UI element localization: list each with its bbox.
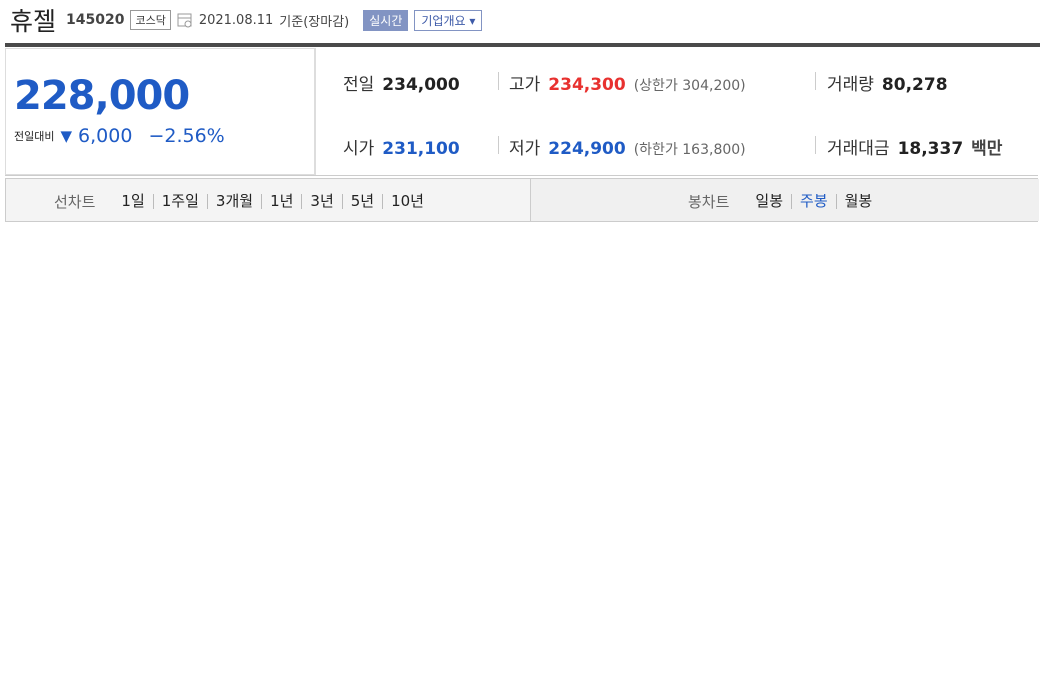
stat: 시가 231,100 (343, 134, 460, 159)
stat: 전일 234,000 (343, 70, 460, 95)
separator (315, 48, 316, 175)
separator (498, 136, 499, 154)
company-label[interactable]: 기업개요 (421, 13, 466, 28)
candle-tab-panel (530, 179, 1039, 221)
tab[interactable]: 주봉 (791, 194, 836, 209)
divider (5, 43, 1040, 47)
change-pct: −2.56% (148, 125, 225, 147)
stat-label: 고가 (509, 75, 541, 95)
header: 휴젤 145020 코스닥 116,301146,954177,608208,2… (10, 4, 483, 36)
date: 2021.08.11 (198, 12, 274, 28)
tab[interactable]: 3년 (301, 194, 341, 209)
price-box: 228,000 전일대비 ▼ 6,000 −2.56% (5, 48, 315, 175)
stat-label: 저가 (509, 139, 541, 159)
change: 6,000 (78, 125, 133, 147)
calendar-icon: 116,301146,954177,608208,262238,916269,5… (177, 13, 192, 28)
stat-value: 231,100 (382, 139, 460, 159)
stock-code: 145020 (66, 12, 125, 28)
stat: 저가 224,900 (하한가 163,800) (509, 134, 746, 159)
stat-note: (하한가 163,800) (633, 142, 746, 158)
tab[interactable]: 1주일 (152, 194, 207, 209)
stat: 고가 234,300 (상한가 304,200) (509, 70, 746, 95)
separator (815, 136, 816, 154)
tab[interactable]: 3개월 (206, 194, 261, 209)
change-label: 전일대비 (14, 130, 55, 143)
tab[interactable]: 1년 (261, 194, 301, 209)
candle-tabs: 봉차트 일봉 주봉 월봉 (688, 191, 880, 212)
realtime-button[interactable]: 실시간 (363, 9, 409, 31)
stat-value: 80,278 (881, 75, 948, 95)
stat-note: (상한가 304,200) (633, 78, 746, 94)
tab[interactable]: 일봉 (755, 192, 784, 210)
stat: 거래대금 18,337 백만 (827, 134, 1002, 159)
stat-value: 18,337 (897, 139, 964, 159)
separator (498, 72, 499, 90)
stat-unit: 백만 (971, 139, 1003, 159)
tab-heading: 선차트 (54, 193, 96, 211)
tab[interactable]: 1일 (121, 192, 145, 210)
date-basis: 기준(장마감) (279, 14, 350, 30)
stat-value: 224,900 (548, 139, 626, 159)
change-row: 전일대비 ▼ 6,000 −2.56% (14, 125, 225, 147)
quote-panel: 228,000 전일대비 ▼ 6,000 −2.56% 전일 234,000 고가… (5, 48, 1038, 176)
tab[interactable]: 월봉 (835, 194, 881, 209)
separator (815, 72, 816, 90)
tab[interactable]: 10년 (382, 194, 432, 209)
stat-value: 234,000 (382, 75, 460, 95)
down-triangle: ▼ (60, 127, 73, 145)
market-badge: 코스닥 (130, 10, 171, 30)
line-tabs: 선차트 1일 1주일 3개월 1년 3년 5년 10년 (54, 191, 432, 212)
tab[interactable]: 5년 (341, 194, 382, 209)
stat: 거래량 80,278 (827, 70, 948, 95)
stat-value: 234,300 (548, 75, 626, 95)
stat-label: 시가 (343, 139, 375, 159)
tab-heading: 봉차트 (688, 193, 730, 211)
stat-label: 거래대금 (827, 139, 890, 159)
tab-bar: 선차트 1일 1주일 3개월 1년 3년 5년 10년 봉차트 일봉 주봉 월봉 (5, 178, 1039, 222)
chart (0, 240, 1040, 690)
stock-name: 휴젤 (10, 7, 57, 36)
stat-label: 전일 (343, 75, 375, 95)
price: 228,000 (14, 73, 190, 119)
stat-label: 거래량 (827, 75, 874, 95)
company-button[interactable]: 기업개요 ▾ (414, 9, 483, 31)
